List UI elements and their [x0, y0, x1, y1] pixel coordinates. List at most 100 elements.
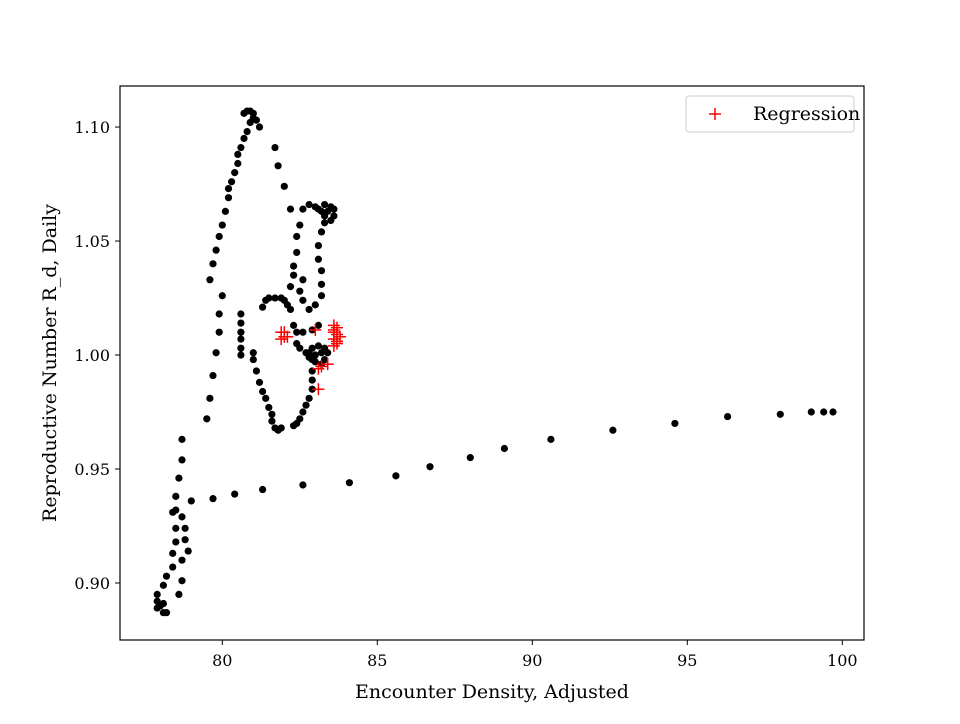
data-point — [311, 358, 319, 366]
regression-point — [315, 360, 328, 373]
data-point — [259, 303, 267, 311]
data-point — [290, 271, 298, 279]
data-point — [259, 485, 267, 494]
data-point — [181, 536, 189, 544]
data-point — [206, 276, 214, 284]
data-point — [249, 355, 257, 364]
data-point — [178, 435, 186, 443]
data-point — [466, 454, 474, 462]
data-point — [317, 228, 326, 236]
data-point — [252, 367, 260, 375]
data-point — [218, 292, 226, 300]
data-point — [314, 321, 322, 329]
data-point — [290, 321, 298, 329]
regression-point — [321, 358, 334, 371]
legend: Regression — [685, 95, 860, 133]
data-point — [249, 109, 257, 117]
data-point — [162, 572, 171, 580]
regression-point — [331, 337, 343, 350]
data-point — [327, 216, 335, 225]
data-point — [321, 355, 329, 364]
data-point — [311, 301, 319, 309]
legend-marker-regression — [709, 108, 721, 120]
data-point — [206, 394, 214, 402]
data-point — [305, 200, 313, 209]
data-point — [181, 524, 189, 532]
data-point — [609, 426, 617, 434]
data-point — [231, 490, 239, 498]
regression-point — [327, 323, 340, 336]
data-point — [392, 472, 400, 480]
data-point — [308, 385, 316, 393]
x-tick-label: 100 — [827, 651, 858, 670]
data-point — [203, 415, 211, 423]
regression-point — [312, 383, 325, 396]
data-point — [311, 351, 319, 359]
data-layer — [153, 107, 837, 617]
legend-label-regression: Regression — [753, 103, 860, 125]
data-point — [159, 599, 167, 608]
data-point — [305, 394, 313, 402]
data-point — [268, 410, 276, 418]
data-point — [299, 276, 307, 284]
data-point — [305, 349, 313, 357]
data-point — [209, 260, 217, 268]
data-point — [317, 280, 326, 288]
data-point — [671, 419, 679, 428]
data-point — [296, 287, 304, 295]
data-point — [240, 134, 248, 143]
y-tick-label: 1.00 — [74, 346, 110, 365]
data-point — [262, 394, 270, 402]
data-point — [249, 349, 257, 357]
data-point — [162, 609, 171, 617]
data-point — [218, 221, 226, 229]
data-point — [277, 424, 285, 432]
data-point — [224, 194, 233, 202]
data-point — [178, 513, 186, 521]
data-point — [296, 344, 304, 352]
y-tick-label: 1.10 — [74, 118, 110, 137]
data-point — [299, 408, 307, 416]
data-point — [209, 371, 217, 380]
data-point — [215, 328, 223, 336]
data-point — [296, 221, 304, 229]
data-point — [724, 412, 732, 421]
data-point — [290, 262, 298, 270]
data-point — [293, 328, 301, 336]
data-point — [286, 205, 295, 213]
data-point — [175, 590, 183, 599]
data-point — [153, 597, 161, 605]
data-point — [224, 184, 233, 193]
legend-box — [685, 95, 855, 133]
data-point — [215, 232, 223, 241]
data-point — [314, 342, 322, 350]
data-point — [237, 351, 245, 359]
data-point — [299, 205, 307, 213]
data-point — [829, 408, 837, 416]
data-point — [280, 182, 288, 190]
data-point — [296, 415, 304, 423]
x-axis-ticks: 80 85 90 95 100 — [212, 640, 858, 670]
regression-point — [331, 321, 343, 334]
y-tick-label: 0.95 — [74, 460, 110, 479]
axes-frame — [119, 85, 865, 641]
data-point — [330, 205, 338, 213]
data-point — [178, 456, 186, 464]
data-point — [252, 116, 260, 124]
data-point — [234, 159, 242, 168]
data-point — [221, 207, 229, 215]
data-point — [271, 294, 279, 302]
x-tick-label: 80 — [212, 651, 232, 670]
data-point — [426, 463, 434, 471]
data-point — [271, 143, 279, 152]
data-point — [314, 255, 322, 263]
data-point — [302, 401, 310, 409]
data-point — [321, 219, 329, 227]
x-tick-label: 85 — [367, 651, 387, 670]
data-point — [314, 205, 322, 213]
data-point — [172, 492, 180, 500]
y-axis-ticks: 0.90 0.95 1.00 1.05 1.10 — [74, 118, 120, 593]
data-point — [324, 207, 332, 215]
